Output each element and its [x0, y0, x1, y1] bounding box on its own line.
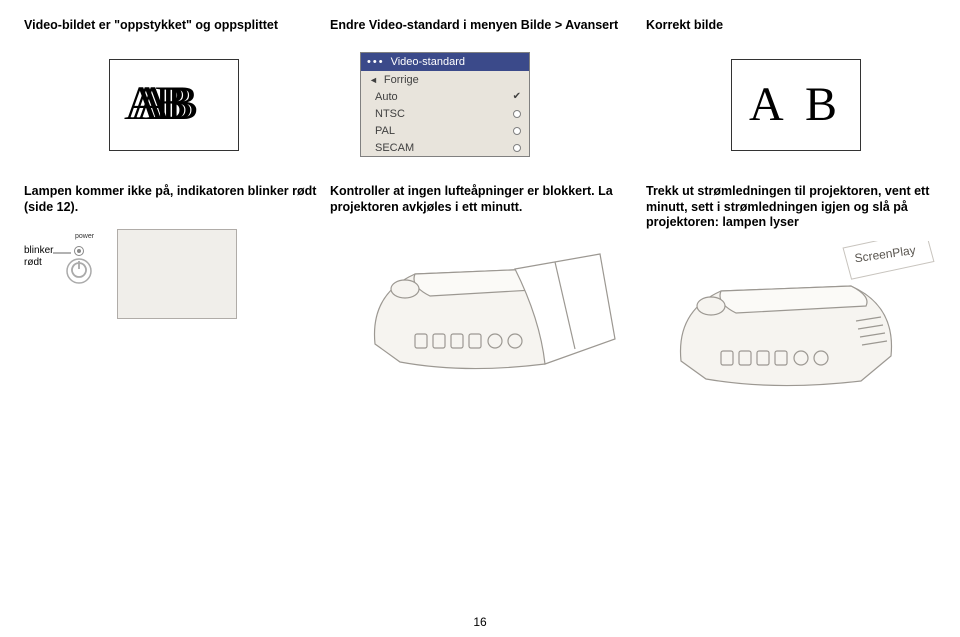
figure-restart: ScreenPlay	[646, 239, 946, 404]
ab-correct-box: A B	[731, 59, 861, 151]
check-icon: ✔	[513, 91, 521, 102]
menu-item-pal[interactable]: PAL	[361, 122, 529, 139]
page-number: 16	[0, 615, 960, 629]
menu-dots: •••	[367, 56, 385, 68]
menu-label: NTSC	[375, 108, 405, 120]
power-button-icon: power	[53, 223, 99, 293]
figure-lamp-off: blinker rødt power	[24, 223, 324, 404]
blinker-label: blinker rødt	[24, 245, 53, 269]
menu-label: Forrige	[384, 74, 419, 86]
menu-label: SECAM	[375, 142, 414, 154]
radio-icon	[513, 127, 521, 135]
blinker-line: rødt	[24, 257, 53, 269]
blank-screen	[117, 229, 237, 319]
radio-icon	[513, 144, 521, 152]
cell-vents-blocked: Kontroller at ingen lufteåpninger er blo…	[330, 184, 640, 404]
ab-correct-glyph: A B	[749, 77, 843, 132]
cell-lamp-off: Lampen kommer ikke på, indikatoren blink…	[24, 184, 324, 404]
blinker-group: blinker rødt power	[24, 223, 237, 319]
heading-menu: Endre Video-standard i menyen Bilde > Av…	[330, 18, 640, 34]
ab-distorted-box: AB AB AB	[109, 59, 239, 151]
menu-title-text: Video-standard	[391, 56, 465, 68]
cell-restart-projector: Trekk ut strømledningen til projektoren,…	[646, 184, 946, 404]
figure-menu: ••• Video-standard ◄ Forrige Auto ✔ NTSC	[330, 42, 640, 168]
heading-vents: Kontroller at ingen lufteåpninger er blo…	[330, 184, 640, 215]
blinker-line: blinker	[24, 245, 53, 257]
power-text: power	[75, 233, 95, 240]
heading-correct: Korrekt bilde	[646, 18, 946, 34]
figure-correct: A B	[646, 42, 946, 168]
cell-menu: Endre Video-standard i menyen Bilde > Av…	[330, 18, 640, 168]
projector-blocked-icon	[345, 234, 625, 394]
ab-distorted-glyph: AB AB AB	[124, 76, 224, 134]
menu-item-secam[interactable]: SECAM	[361, 139, 529, 156]
radio-icon	[513, 110, 521, 118]
menu-label: PAL	[375, 125, 395, 137]
menu-label: Auto	[375, 91, 398, 103]
projector-working-icon: ScreenPlay	[656, 241, 936, 401]
heading-lamp-off: Lampen kommer ikke på, indikatoren blink…	[24, 184, 324, 215]
heading-distorted: Video-bildet er "oppstykket" og oppsplit…	[24, 18, 324, 34]
video-standard-menu: ••• Video-standard ◄ Forrige Auto ✔ NTSC	[360, 52, 530, 157]
menu-title: ••• Video-standard	[361, 53, 529, 71]
ab-layer: AB	[136, 76, 195, 131]
cell-correct-image: Korrekt bilde A B	[646, 18, 946, 168]
figure-vents	[330, 223, 640, 404]
menu-item-auto[interactable]: Auto ✔	[361, 88, 529, 105]
cell-distorted-image: Video-bildet er "oppstykket" og oppsplit…	[24, 18, 324, 168]
menu-item-ntsc[interactable]: NTSC	[361, 105, 529, 122]
figure-distorted: AB AB AB	[24, 42, 324, 168]
menu-item-forrige[interactable]: ◄ Forrige	[361, 71, 529, 88]
heading-restart: Trekk ut strømledningen til projektoren,…	[646, 184, 946, 231]
back-arrow-icon: ◄	[369, 75, 378, 85]
